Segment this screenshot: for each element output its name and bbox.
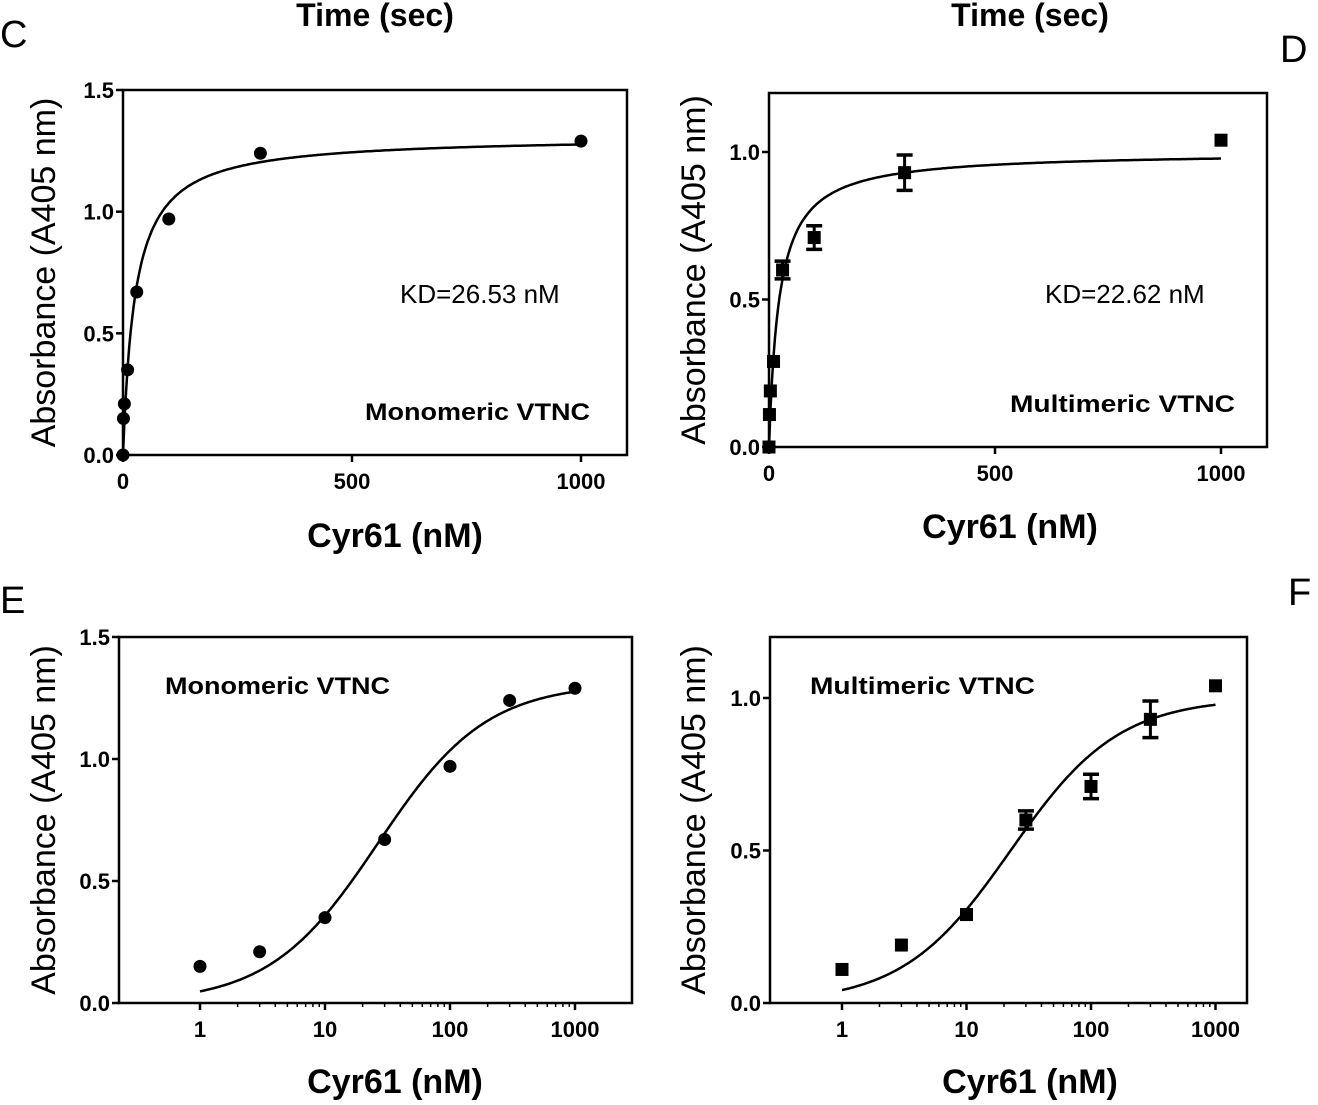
x-tick-label: 500	[334, 469, 371, 494]
data-point	[807, 231, 821, 245]
plot-frame	[117, 635, 634, 1005]
panel-d: D 0.0 0.5 1.0 0 500 1000 Cyr61 (nM) Absorbance (…	[675, 29, 1307, 546]
kd-annotation: KD=26.53 nM	[400, 279, 560, 309]
y-tick-label: 1.0	[79, 747, 110, 772]
data-point	[503, 693, 517, 707]
cut-axis-title: Time (sec)	[296, 0, 454, 33]
data-point	[1019, 813, 1033, 827]
data-point	[116, 412, 130, 425]
data-point	[835, 962, 849, 976]
panel-f: F 0.0 0.5 1.0 1 10 100 1000 Cyr61 (nM) Absorbance…	[675, 572, 1311, 1101]
panel-e: E 0.0 0.5 1.0 1.5 1 10 100 1000 Cyr61 (nM) Absorba…	[0, 580, 634, 1101]
data-point	[762, 440, 776, 454]
protein-label: Multimeric VTNC	[1010, 391, 1235, 418]
x-tick-label: 1000	[551, 1017, 600, 1042]
protein-label: Monomeric VTNC	[165, 673, 390, 700]
x-tick-label: 1000	[1191, 1017, 1240, 1042]
kd-annotation: KD=22.62 nM	[1045, 279, 1205, 309]
data-point	[1143, 712, 1157, 726]
y-tick-label: 1.5	[79, 625, 110, 650]
data-point	[443, 759, 457, 773]
y-tick-label: 1.0	[729, 140, 760, 165]
y-axis-label: Absorbance (A405 nm)	[675, 645, 713, 995]
y-axis-label: Absorbance (A405 nm)	[25, 98, 63, 448]
plot-frame	[767, 91, 1269, 449]
data-point	[318, 911, 332, 925]
protein-label: Multimeric VTNC	[810, 673, 1035, 700]
x-tick-label: 100	[432, 1017, 469, 1042]
data-point	[1209, 679, 1222, 693]
protein-label: Monomeric VTNC	[365, 399, 590, 426]
data-point	[894, 938, 908, 952]
x-tick-label: 0	[117, 469, 129, 494]
x-axis-label: Cyr61 (nM)	[942, 1063, 1118, 1101]
data-point	[776, 263, 790, 277]
data-point	[117, 397, 131, 411]
x-tick-label: 1000	[1197, 461, 1246, 486]
panel-letter: C	[0, 14, 27, 56]
x-tick-label: 500	[977, 461, 1014, 486]
cut-axis-title: Time (sec)	[951, 0, 1109, 33]
data-point	[574, 134, 588, 148]
fit-curve	[767, 157, 1221, 448]
y-tick-label: 0.0	[83, 443, 114, 468]
fit-curve	[121, 143, 581, 456]
data-point	[767, 354, 781, 368]
data-point	[762, 408, 776, 422]
x-tick-label: 0	[763, 461, 775, 486]
x-tick-label: 100	[1073, 1017, 1110, 1042]
data-point	[960, 908, 973, 922]
panel-letter: E	[0, 580, 25, 622]
panel-letter: F	[1288, 572, 1311, 614]
data-point	[763, 384, 777, 398]
data-point	[162, 212, 176, 226]
y-tick-label: 0.5	[83, 321, 114, 346]
data-point	[130, 285, 144, 299]
fit-curve	[199, 690, 576, 993]
y-tick-label: 0.5	[730, 839, 761, 864]
x-axis-label: Cyr61 (nM)	[922, 508, 1098, 546]
plot-frame	[768, 635, 1249, 1005]
x-tick-label: 1	[836, 1017, 848, 1042]
y-tick-label: 0.5	[79, 869, 110, 894]
data-point	[898, 166, 912, 180]
y-axis-label: Absorbance (A405 nm)	[675, 95, 713, 445]
data-point	[253, 945, 267, 959]
data-point	[116, 448, 130, 462]
x-tick-label: 1000	[557, 469, 606, 494]
plot-frame	[121, 88, 629, 457]
y-tick-label: 1.0	[730, 686, 761, 711]
x-tick-label: 1	[194, 1017, 206, 1042]
data-point	[1084, 779, 1098, 793]
y-tick-label: 0.0	[730, 991, 761, 1016]
data-point	[193, 959, 207, 973]
y-tick-label: 0.5	[729, 288, 760, 313]
data-point	[378, 833, 392, 847]
y-axis-label: Absorbance (A405 nm)	[25, 645, 63, 995]
data-point	[253, 146, 267, 160]
x-axis-label: Cyr61 (nM)	[307, 517, 483, 555]
y-tick-label: 1.0	[83, 200, 114, 225]
panel-c: C 0.0 0.5 1.0 1.5 0 500 1000 Cyr61 (nM) Absorbanc…	[0, 14, 629, 555]
y-tick-label: 1.5	[83, 78, 114, 103]
data-point	[121, 363, 135, 377]
x-tick-label: 10	[313, 1017, 337, 1042]
data-point	[568, 681, 582, 695]
y-tick-label: 0.0	[729, 435, 760, 460]
panel-letter: D	[1280, 29, 1307, 71]
x-tick-label: 10	[954, 1017, 978, 1042]
data-point	[1214, 133, 1228, 147]
y-tick-label: 0.0	[79, 991, 110, 1016]
x-axis-label: Cyr61 (nM)	[307, 1063, 483, 1101]
